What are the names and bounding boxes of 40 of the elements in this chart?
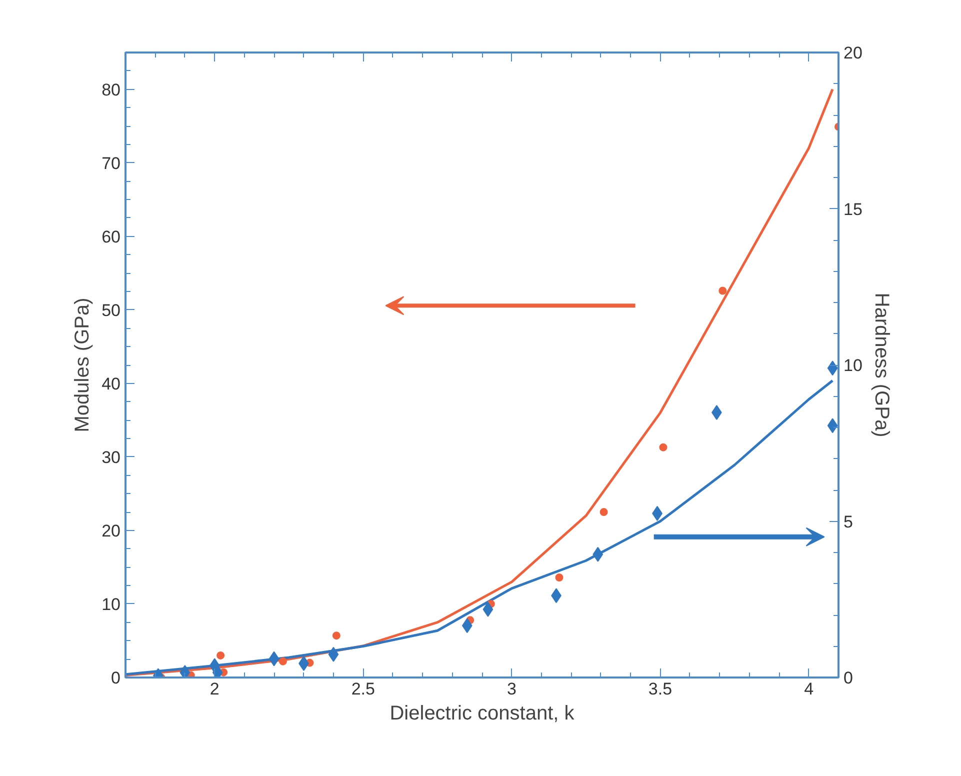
y2-tick-label: 15	[844, 200, 862, 219]
point	[332, 632, 340, 640]
y-tick-label: 20	[102, 521, 121, 540]
y-tick-label: 10	[102, 594, 121, 614]
y2-tick-label: 20	[844, 44, 862, 62]
y-tick-label: 70	[102, 154, 121, 173]
y-tick-label: 50	[102, 300, 121, 320]
x-tick-label: 2.5	[351, 680, 375, 698]
point	[555, 574, 564, 582]
point	[328, 646, 339, 662]
y-tick-label: 30	[102, 448, 121, 467]
point	[462, 618, 472, 634]
point	[212, 665, 223, 678]
x-tick-label: 3	[506, 680, 516, 698]
y2-tick-label: 10	[844, 356, 862, 375]
point	[827, 418, 838, 434]
point	[659, 443, 668, 452]
line-series	[126, 379, 834, 676]
point	[592, 546, 604, 562]
y-tick-label: 60	[102, 227, 121, 246]
x-axis-title: Dielectric constant, k	[390, 702, 576, 724]
point	[268, 651, 280, 666]
point	[180, 665, 190, 678]
x-tick-label: 4	[804, 680, 814, 698]
point	[712, 405, 722, 420]
point	[216, 651, 225, 660]
point	[718, 286, 727, 295]
x-tick-label: 2	[210, 680, 220, 698]
point	[600, 508, 608, 516]
y2-tick-label: 5	[844, 512, 853, 532]
y-tick-label: 80	[102, 80, 121, 100]
y-tick-label: 40	[102, 374, 121, 394]
point	[482, 602, 494, 617]
y-tick-label: 0	[111, 668, 121, 688]
point	[278, 657, 287, 666]
y-axis-title: Modules (GPa)	[72, 298, 94, 432]
x-tick-label: 3.5	[648, 680, 672, 698]
y2-tick-label: 0	[844, 668, 853, 688]
y2-axis-title: Hardness (GPa)	[870, 292, 892, 438]
point	[827, 360, 838, 376]
